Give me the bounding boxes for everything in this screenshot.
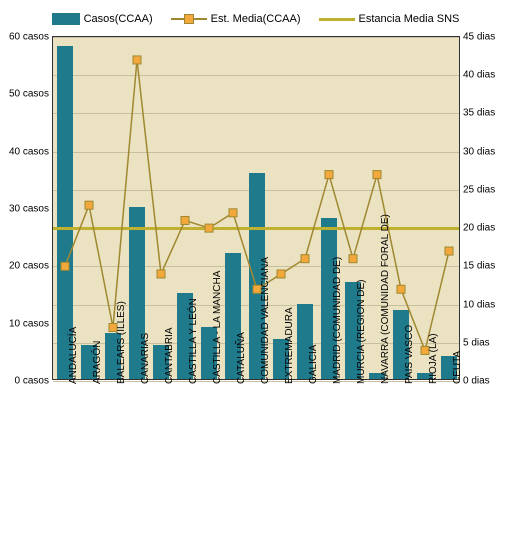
legend-label: Casos(CCAA) — [84, 13, 153, 25]
plot-area: 0 casos10 casos20 casos30 casos40 casos5… — [52, 36, 460, 380]
right-axis-tick: 20 dias — [463, 223, 495, 234]
x-category-label: CANARIAS — [140, 333, 151, 384]
gridline — [53, 381, 459, 382]
x-category-label: RIOJA (LA) — [428, 333, 439, 384]
chart-wrap: Casos(CCAA) Est. Media(CCAA) Estancia Me… — [0, 0, 511, 551]
right-axis-tick: 45 dias — [463, 32, 495, 43]
legend: Casos(CCAA) Est. Media(CCAA) Estancia Me… — [0, 0, 511, 32]
right-axis-tick: 0 dias — [463, 376, 490, 387]
x-category-label: ARAGÓN — [92, 341, 103, 384]
line-marker — [157, 270, 165, 278]
right-axis-tick: 35 dias — [463, 108, 495, 119]
right-axis-tick: 15 dias — [463, 261, 495, 272]
x-category-label: NAVARRA (COMUNIDAD FORAL DE) — [380, 214, 391, 384]
line-marker — [133, 56, 141, 64]
right-axis-tick: 25 dias — [463, 184, 495, 195]
right-axis-tick: 30 dias — [463, 146, 495, 157]
x-category-label: GALICIA — [308, 345, 319, 384]
right-axis-tick: 10 dias — [463, 299, 495, 310]
line-marker — [181, 216, 189, 224]
x-category-label: CASTILLA - LA MANCHA — [212, 271, 223, 384]
line-marker — [205, 224, 213, 232]
x-category-label: CATALUÑA — [236, 332, 247, 384]
x-category-label: PAIS VASCO — [404, 325, 415, 384]
ref-swatch — [319, 18, 355, 21]
x-category-label: ANDALUCÍA — [68, 327, 79, 384]
x-category-label: CASTILLA Y LEÓN — [188, 298, 199, 384]
line-marker — [349, 255, 357, 263]
x-category-label: MADRID (COMUNIDAD DE) — [332, 257, 343, 384]
right-axis-tick: 5 dias — [463, 337, 490, 348]
left-axis-tick: 40 casos — [9, 146, 49, 157]
line-marker — [85, 201, 93, 209]
right-axis-tick: 40 dias — [463, 70, 495, 81]
legend-item-casos: Casos(CCAA) — [52, 13, 153, 25]
x-category-label: CANTABRIA — [164, 328, 175, 385]
legend-item-sns: Estancia Media SNS — [319, 13, 460, 25]
legend-item-estmedia: Est. Media(CCAA) — [171, 13, 301, 25]
left-axis-tick: 60 casos — [9, 32, 49, 43]
left-axis-tick: 50 casos — [9, 89, 49, 100]
bar-swatch — [52, 13, 80, 25]
x-category-label: MURCIA (REGION DE) — [356, 280, 367, 384]
line-marker — [277, 270, 285, 278]
line-marker — [445, 247, 453, 255]
x-category-label: EXTREMADURA — [284, 307, 295, 384]
left-axis-tick: 20 casos — [9, 261, 49, 272]
line-marker — [397, 285, 405, 293]
x-category-label: COMUNIDAD VALENCIANA — [260, 257, 271, 384]
line-marker — [325, 171, 333, 179]
left-axis-tick: 0 casos — [15, 376, 49, 387]
line-marker — [229, 209, 237, 217]
left-axis-tick: 30 casos — [9, 204, 49, 215]
line-marker — [373, 171, 381, 179]
legend-label: Estancia Media SNS — [359, 13, 460, 25]
x-category-label: CEUTA — [452, 351, 463, 384]
x-category-label: BALEARS (ILLES) — [116, 301, 127, 384]
line-series — [53, 37, 461, 381]
line-marker — [301, 255, 309, 263]
left-axis-tick: 10 casos — [9, 318, 49, 329]
line-swatch — [171, 18, 207, 20]
line-marker — [61, 262, 69, 270]
legend-label: Est. Media(CCAA) — [211, 13, 301, 25]
